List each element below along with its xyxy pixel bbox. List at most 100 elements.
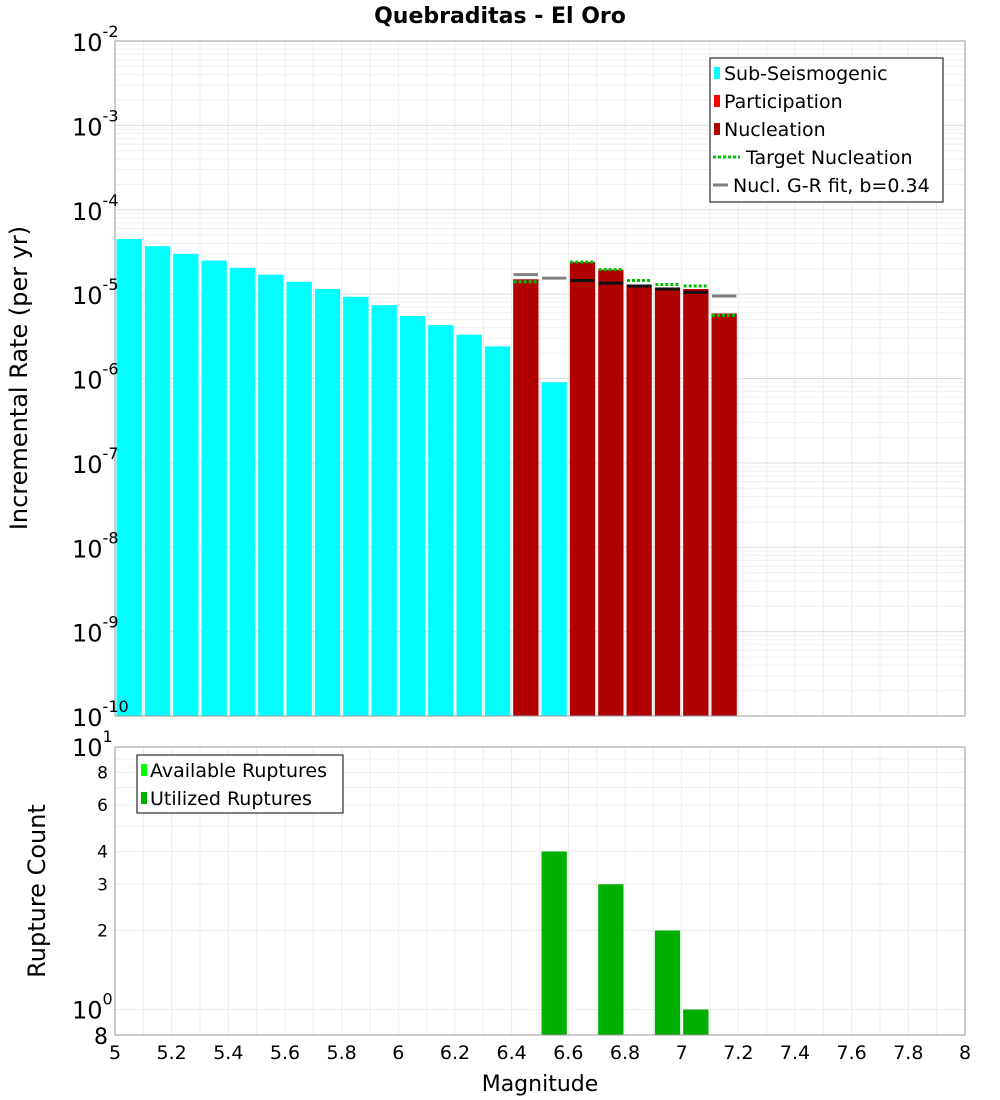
y-tick-label: 2 <box>97 922 108 942</box>
x-tick-label: 5.2 <box>157 1042 187 1064</box>
nucleation-bar <box>569 262 596 716</box>
x-tick-label: 5.4 <box>213 1042 243 1064</box>
top-legend: Sub-Seismogenic Participation Nucleation Ta… <box>709 57 944 203</box>
top-reference-lines <box>513 260 737 317</box>
x-tick-label: 7.4 <box>780 1042 810 1064</box>
y-tick-label: 10-7 <box>72 444 119 479</box>
y-tick-label: 6 <box>97 796 108 816</box>
x-tick-label: 7.2 <box>723 1042 753 1064</box>
sub-seismogenic-bar <box>399 316 426 716</box>
y-tick-exponent: 0 <box>103 990 113 1009</box>
bottom-legend: Available Ruptures Utilized Ruptures <box>136 754 344 814</box>
nucleation-bar <box>683 289 709 716</box>
legend-label: Participation <box>724 91 843 113</box>
top-panel: 10-10 10-9 10-8 10-7 10-6 10-5 10-4 10-3 10-2 In… <box>5 22 966 732</box>
x-tick-label: 7 <box>676 1042 688 1064</box>
y-tick-exponent: -10 <box>103 697 129 716</box>
nucleation-bar <box>711 313 737 716</box>
y-tick-label: 10-2 <box>72 22 119 57</box>
top-y-axis-label: Incremental Rate (per yr) <box>5 226 33 530</box>
y-tick-label: 10-3 <box>72 106 119 141</box>
y-tick-label: 10-6 <box>72 360 119 395</box>
x-tick-label: 8 <box>959 1042 971 1064</box>
sub-seismogenic-bar <box>116 239 142 716</box>
y-tick-exponent: -9 <box>103 613 119 632</box>
sub-seismogenic-bar <box>229 267 256 716</box>
legend-label: Sub-Seismogenic <box>724 63 888 85</box>
y-tick-label: 8 <box>97 763 108 783</box>
x-tick-label: 5.8 <box>327 1042 357 1064</box>
y-tick-label: 10-10 <box>72 697 129 732</box>
utilized-ruptures-bar <box>541 851 567 1035</box>
sub-seismogenic-bar <box>428 325 454 716</box>
sub-seismogenic-bar <box>314 289 341 716</box>
x-tick-label: 7.6 <box>837 1042 867 1064</box>
legend-label: Utilized Ruptures <box>150 788 312 810</box>
sub-seismogenic-bar <box>484 346 511 716</box>
y-tick-exponent: -5 <box>103 275 119 294</box>
chart-title: Quebraditas - El Oro <box>374 4 626 29</box>
y-tick-label: 100 <box>72 990 113 1025</box>
nucleation-bar <box>626 284 652 716</box>
x-tick-label: 6.2 <box>440 1042 470 1064</box>
bottom-bars <box>541 851 709 1035</box>
y-tick-exponent: -4 <box>103 191 119 210</box>
utilized-ruptures-bar <box>683 1009 709 1035</box>
y-tick-label: 10-5 <box>72 275 119 310</box>
x-tick-label: 6.8 <box>610 1042 640 1064</box>
y-tick-label: 101 <box>72 727 113 762</box>
y-tick-exponent: -8 <box>103 528 119 547</box>
y-tick-label: 10-9 <box>72 613 119 648</box>
sub-seismogenic-bar <box>201 260 227 716</box>
top-bars <box>116 239 737 716</box>
legend-label: Available Ruptures <box>150 760 327 782</box>
sub-seismogenic-bar <box>343 296 369 716</box>
legend-swatch <box>141 792 147 804</box>
x-tick-label: 5.6 <box>270 1042 300 1064</box>
y-tick-exponent: -6 <box>103 360 119 379</box>
top-plot-frame <box>114 40 966 717</box>
sub-seismogenic-bar <box>144 246 171 716</box>
x-axis-label: Magnitude <box>482 1072 599 1097</box>
legend-box <box>136 754 344 814</box>
sub-seismogenic-bar <box>371 305 397 716</box>
legend-label: Target Nucleation <box>745 147 913 169</box>
y-tick-label: 8 <box>94 1025 108 1050</box>
legend-label: Nucl. G-R fit, b=0.34 <box>733 175 930 197</box>
legend-label: Nucleation <box>724 119 826 141</box>
top-gridlines <box>115 41 966 716</box>
x-tick-label: 6.4 <box>497 1042 527 1064</box>
x-tick-label: 6 <box>392 1042 404 1064</box>
sub-seismogenic-bar <box>258 274 284 716</box>
x-tick-label: 6.6 <box>553 1042 583 1064</box>
bottom-plot-frame <box>114 746 966 1036</box>
x-tick-labels: 5 5.2 5.4 5.6 5.8 6 6.2 6.4 6.6 6.8 7 7.2 7.4 7.6 7.8 8 <box>109 1042 971 1064</box>
y-tick-label: 3 <box>97 875 108 895</box>
sub-seismogenic-bar <box>456 334 482 716</box>
sub-seismogenic-bar <box>286 281 312 716</box>
utilized-ruptures-bar <box>598 884 624 1035</box>
legend-swatch <box>714 67 720 79</box>
nucleation-bar <box>513 279 539 716</box>
nucleation-bar <box>654 287 681 716</box>
utilized-ruptures-bar <box>654 930 681 1035</box>
sub-seismogenic-bar <box>173 253 199 716</box>
legend-swatch <box>714 95 720 107</box>
legend-swatch <box>141 764 147 776</box>
y-tick-label: 4 <box>97 842 108 862</box>
x-tick-label: 7.8 <box>893 1042 923 1064</box>
y-tick-exponent: -3 <box>103 106 119 125</box>
legend-box <box>709 57 944 203</box>
y-tick-exponent: -7 <box>103 444 119 463</box>
x-tick-label: 5 <box>109 1042 121 1064</box>
y-tick-exponent: -2 <box>103 22 119 41</box>
y-tick-label: 10-8 <box>72 528 119 563</box>
nucleation-bar <box>598 269 624 716</box>
sub-seismogenic-bar <box>541 382 567 716</box>
legend-swatch <box>714 123 720 135</box>
bottom-y-axis-label: Rupture Count <box>23 804 51 978</box>
y-tick-exponent: 1 <box>103 727 113 746</box>
